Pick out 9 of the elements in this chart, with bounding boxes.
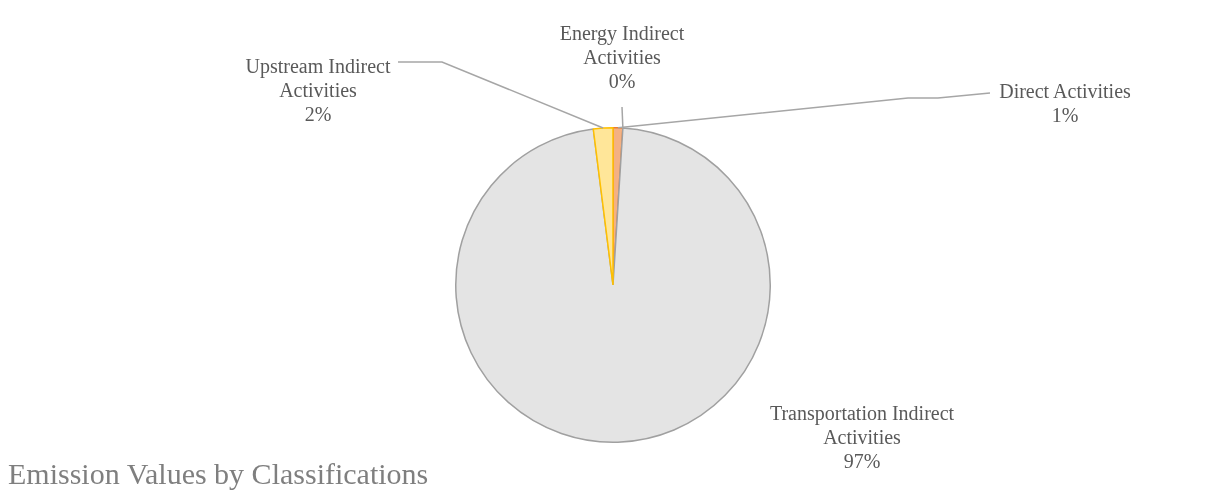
text: Emission Values by Classifications [8,457,429,490]
data-label: 97% [843,450,881,473]
slice-label: Upstream Indirect Activities [245,55,391,102]
data-label: 2% [304,103,332,126]
text: 0% [608,70,636,93]
category-label: Energy Indirect Activities [559,22,685,69]
data-label: 1% [1051,104,1079,127]
slice-label: Transportation Indirect Activities [769,402,955,449]
slice-label: Direct Activities [999,80,1132,103]
